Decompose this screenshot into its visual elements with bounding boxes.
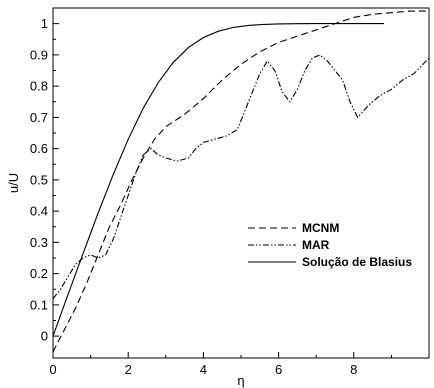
x-tick-label: 8 <box>350 362 357 377</box>
x-axis-title: η <box>237 373 244 388</box>
legend-label-1: MCNM <box>302 221 339 235</box>
y-tick-label: 1 <box>41 16 48 31</box>
y-tick-label: 0.4 <box>30 204 48 219</box>
legend-label-3: Solução de Blasius <box>302 255 412 269</box>
plot-lines <box>53 10 429 353</box>
y-tick-label: 0.2 <box>30 266 48 281</box>
series-line-2 <box>53 54 429 299</box>
x-tick-label: 0 <box>49 362 56 377</box>
series-line-1 <box>53 10 429 353</box>
x-tick-label: 6 <box>275 362 282 377</box>
y-axis-title: u/U <box>6 173 21 193</box>
y-axis: 0 0.1 0.2 0.3 0.4 0.5 0.6 0.7 0.8 0.9 1 <box>30 7 59 344</box>
y-tick-label: 0.3 <box>30 235 48 250</box>
x-tick-label: 2 <box>125 362 132 377</box>
legend-label-2: MAR <box>302 238 330 252</box>
y-tick-label: 0 <box>41 329 48 344</box>
legend: MCNM MAR Solução de Blasius <box>248 221 412 269</box>
x-tick-label: 4 <box>200 362 207 377</box>
y-tick-label: 0.8 <box>30 79 48 94</box>
series-line-3 <box>53 23 384 337</box>
y-tick-label: 0.5 <box>30 172 48 187</box>
x-axis: 0 2 4 6 8 <box>49 352 392 377</box>
y-tick-label: 0.9 <box>30 47 48 62</box>
y-tick-label: 0.6 <box>30 141 48 156</box>
y-tick-label: 0.7 <box>30 110 48 125</box>
y-tick-label: 0.1 <box>30 297 48 312</box>
